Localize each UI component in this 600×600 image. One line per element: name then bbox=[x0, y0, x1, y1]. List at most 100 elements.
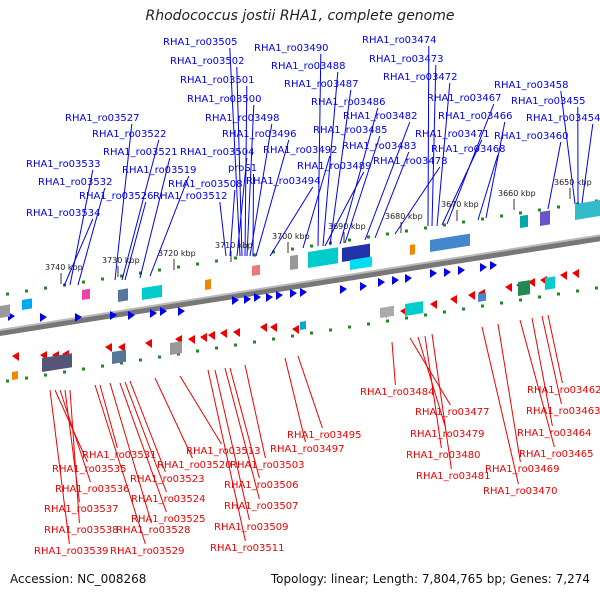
leader-line bbox=[124, 201, 147, 281]
forward-gene-label[interactable]: RHA1_ro03486 bbox=[311, 97, 386, 245]
reverse-gene-label[interactable]: RHA1_ro03507 bbox=[224, 367, 299, 512]
forward-gene-label[interactable]: RHA1_ro03460 bbox=[494, 131, 569, 210]
forward-gene-label[interactable]: RHA1_ro03508 bbox=[168, 179, 243, 257]
reverse-gene-label[interactable]: RHA1_ro03528 bbox=[109, 382, 191, 536]
leader-line bbox=[236, 66, 243, 257]
forward-gene-label[interactable]: RHA1_ro03454 bbox=[526, 113, 600, 204]
forward-gene-label[interactable]: RHA1_ro03534 bbox=[26, 208, 101, 287]
forward-gene-label[interactable]: proS1 bbox=[228, 163, 257, 257]
reverse-gene-label[interactable]: RHA1_ro03539 bbox=[34, 389, 109, 557]
reverse-gene-label[interactable]: RHA1_ro03520 bbox=[154, 377, 232, 471]
forward-gene-arrow bbox=[378, 278, 385, 287]
gene-label-text: RHA1_ro03478 bbox=[373, 156, 448, 167]
gene-block bbox=[518, 280, 530, 296]
leader-line bbox=[244, 364, 266, 459]
reverse-gene-label[interactable]: RHA1_ro03525 bbox=[119, 382, 206, 525]
forward-gene-arrow bbox=[444, 268, 451, 277]
reverse-gene-label[interactable]: RHA1_ro03513 bbox=[179, 375, 261, 457]
forward-gene-label[interactable]: RHA1_ro03526 bbox=[79, 191, 154, 281]
forward-gene-label[interactable]: RHA1_ro03505 bbox=[163, 37, 241, 257]
forward-gene-label[interactable]: RHA1_ro03478 bbox=[373, 156, 448, 235]
reverse-gene-label[interactable]: RHA1_ro03506 bbox=[224, 367, 299, 491]
kbp-tick: 3660 kbp bbox=[498, 189, 536, 210]
forward-gene-label[interactable]: RHA1_ro03483 bbox=[342, 141, 417, 239]
gene-label-text: RHA1_ro03467 bbox=[427, 93, 502, 104]
forward-gene-label[interactable]: RHA1_ro03488 bbox=[271, 61, 346, 247]
forward-gene-label[interactable]: RHA1_ro03492 bbox=[263, 145, 338, 249]
gene-label-text: RHA1_ro03496 bbox=[222, 129, 297, 140]
forward-gene-label[interactable]: RHA1_ro03494 bbox=[246, 176, 321, 257]
forward-gene-label[interactable]: RHA1_ro03504 bbox=[180, 147, 255, 257]
reverse-gene-label[interactable]: RHA1_ro03536 bbox=[55, 389, 130, 495]
reverse-gene-arrow bbox=[200, 333, 207, 342]
gene-label-text: RHA1_ro03511 bbox=[210, 543, 285, 554]
gene-label-text: RHA1_ro03513 bbox=[186, 446, 261, 457]
reverse-gene-arrow bbox=[270, 323, 277, 332]
reverse-gene-label[interactable]: RHA1_ro03531 bbox=[82, 384, 157, 461]
reverse-gene-label[interactable]: RHA1_ro03465 bbox=[519, 319, 594, 460]
forward-gene-label[interactable]: RHA1_ro03521 bbox=[103, 147, 178, 279]
reverse-gene-label[interactable]: RHA1_ro03469 bbox=[485, 323, 560, 475]
reverse-gene-label[interactable]: RHA1_ro03495 bbox=[287, 355, 362, 441]
reverse-gene-label[interactable]: RHA1_ro03524 bbox=[124, 381, 206, 505]
kbp-tick: 3650 kbp bbox=[554, 178, 592, 199]
gene-label-text: RHA1_ro03505 bbox=[163, 37, 238, 48]
gene-block bbox=[342, 243, 370, 262]
gene-label-text: RHA1_ro03483 bbox=[342, 141, 417, 152]
reverse-gene-label[interactable]: RHA1_ro03503 bbox=[230, 364, 305, 471]
reverse-gene-arrow bbox=[208, 331, 215, 340]
forward-gene-label[interactable]: RHA1_ro03473 bbox=[369, 54, 444, 227]
reverse-gene-label[interactable]: RHA1_ro03523 bbox=[129, 380, 205, 485]
reverse-gene-label[interactable]: RHA1_ro03484 bbox=[360, 341, 435, 398]
gene-label-text: RHA1_ro03502 bbox=[170, 56, 245, 67]
forward-gene-label[interactable]: RHA1_ro03458 bbox=[494, 80, 576, 205]
forward-gene-label[interactable]: RHA1_ro03455 bbox=[511, 96, 586, 205]
leader-line bbox=[297, 355, 323, 429]
reverse-gene-label[interactable]: RHA1_ro03464 bbox=[517, 317, 592, 439]
reverse-gene-arrow bbox=[12, 352, 19, 361]
gene-label-text: RHA1_ro03522 bbox=[92, 129, 167, 140]
forward-gene-label[interactable]: RHA1_ro03466 bbox=[438, 111, 513, 219]
forward-gene-label[interactable]: RHA1_ro03519 bbox=[122, 165, 197, 277]
gene-label-text: RHA1_ro03460 bbox=[494, 131, 569, 142]
reverse-gene-label[interactable]: RHA1_ro03470 bbox=[481, 326, 558, 497]
reverse-gene-label[interactable]: RHA1_ro03529 bbox=[94, 384, 185, 557]
forward-gene-label[interactable]: RHA1_ro03527 bbox=[65, 113, 140, 281]
reverse-gene-label[interactable]: RHA1_ro03538 bbox=[44, 389, 119, 536]
forward-gene-label[interactable]: RHA1_ro03485 bbox=[313, 125, 388, 244]
gene-block bbox=[252, 264, 260, 276]
forward-gene-label[interactable]: RHA1_ro03512 bbox=[153, 191, 228, 257]
forward-gene-label[interactable]: RHA1_ro03468 bbox=[431, 144, 506, 221]
gene-label-text: RHA1_ro03485 bbox=[313, 125, 388, 136]
reverse-gene-arrow bbox=[430, 300, 437, 309]
forward-gene-label[interactable]: RHA1_ro03472 bbox=[383, 72, 458, 227]
forward-gene-label[interactable]: RHA1_ro03487 bbox=[284, 79, 359, 246]
reverse-gene-label[interactable]: RHA1_ro03497 bbox=[270, 357, 345, 455]
forward-gene-label[interactable]: RHA1_ro03500 bbox=[187, 94, 262, 257]
forward-gene-label[interactable]: RHA1_ro03532 bbox=[38, 177, 113, 286]
kbp-tick-label: 3740 kbp bbox=[45, 263, 83, 272]
reverse-gene-label[interactable]: RHA1_ro03462 bbox=[527, 314, 600, 396]
forward-gene-label[interactable]: RHA1_ro03522 bbox=[92, 129, 167, 281]
forward-gene-label[interactable]: RHA1_ro03482 bbox=[343, 111, 418, 241]
reverse-gene-label[interactable]: RHA1_ro03480 bbox=[406, 335, 481, 461]
forward-gene-label[interactable]: RHA1_ro03533 bbox=[26, 159, 101, 286]
forward-gene-label[interactable]: RHA1_ro03496 bbox=[222, 129, 297, 257]
reverse-gene-label[interactable]: RHA1_ro03511 bbox=[207, 369, 285, 554]
forward-gene-arrow bbox=[480, 263, 487, 272]
reverse-gene-label[interactable]: RHA1_ro03463 bbox=[526, 315, 600, 417]
reverse-gene-arrow bbox=[233, 328, 240, 337]
reverse-gene-label[interactable]: RHA1_ro03509 bbox=[214, 369, 289, 533]
gene-label-text: RHA1_ro03470 bbox=[483, 486, 558, 497]
reverse-gene-arrow bbox=[560, 271, 567, 280]
forward-gene-label[interactable]: RHA1_ro03474 bbox=[362, 35, 437, 227]
leader-line bbox=[224, 367, 260, 500]
forward-gene-label[interactable]: RHA1_ro03471 bbox=[415, 129, 490, 226]
forward-gene-label[interactable]: RHA1_ro03490 bbox=[254, 43, 329, 247]
reverse-gene-label[interactable]: RHA1_ro03481 bbox=[416, 333, 491, 482]
forward-gene-label[interactable]: RHA1_ro03489 bbox=[297, 161, 372, 247]
forward-gene-label[interactable]: RHA1_ro03502 bbox=[170, 56, 245, 257]
leader-line bbox=[69, 389, 80, 524]
reverse-gene-label[interactable]: RHA1_ro03535 bbox=[52, 389, 127, 475]
forward-gene-arrow bbox=[266, 293, 273, 302]
